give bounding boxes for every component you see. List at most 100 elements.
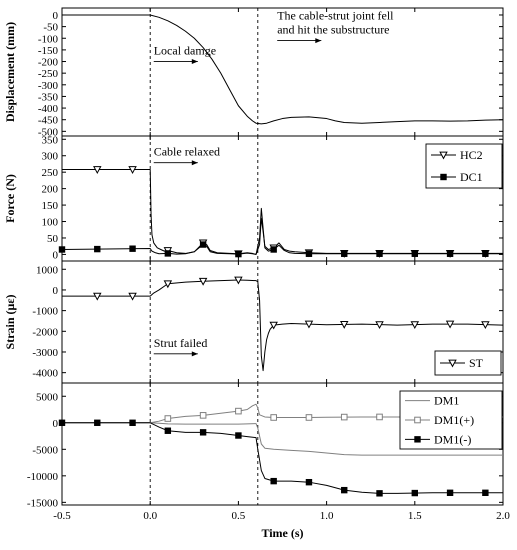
- y-tick-label: -15000: [27, 497, 59, 509]
- data-point: [163, 280, 173, 289]
- annotation: Local damge: [154, 44, 216, 58]
- series-line: [62, 422, 503, 456]
- data-point: [164, 250, 172, 257]
- data-point: [164, 415, 172, 422]
- y-tick-label: -150: [38, 45, 59, 57]
- data-point: [341, 486, 348, 494]
- y-axis-label: Force (N): [3, 174, 17, 223]
- x-tick-label: -0.5: [53, 510, 71, 522]
- data-point: [376, 490, 383, 497]
- data-point: [375, 321, 384, 330]
- data-point: [446, 250, 454, 257]
- data-point: [376, 250, 383, 257]
- data-point: [198, 277, 208, 286]
- legend-label: DM1: [434, 394, 459, 408]
- panel-strain_st: 1000 0 -1000 -2000 -3000 -4000 Strain (με) Stru…: [3, 260, 504, 384]
- x-tick-label: 2.0: [496, 510, 510, 522]
- data-point: [305, 478, 313, 486]
- y-tick-label: 1000: [36, 264, 59, 276]
- data-point: [235, 432, 242, 439]
- y-tick-label: -100: [38, 33, 59, 45]
- data-point: [482, 489, 489, 496]
- legend-marker: [439, 151, 448, 160]
- data-point: [482, 250, 489, 257]
- y-tick-label: -1000: [32, 306, 58, 318]
- legend-label: DM1(+): [434, 413, 474, 427]
- y-tick-label: -300: [38, 80, 59, 92]
- legend-marker: [414, 436, 421, 443]
- y-axis-label: Displacement (mm): [3, 22, 17, 122]
- data-point: [164, 427, 172, 434]
- data-point: [269, 321, 278, 330]
- y-tick-label: 0: [53, 285, 59, 297]
- y-tick-label: -3000: [32, 347, 58, 359]
- legend-label: ST: [469, 356, 484, 370]
- legend-box: [425, 143, 503, 189]
- data-point: [199, 429, 207, 436]
- y-tick-label: 200: [42, 184, 59, 196]
- legend-label: DC1: [460, 170, 483, 184]
- series-line: [62, 279, 504, 372]
- data-point: [270, 246, 277, 253]
- y-tick-label: 300: [42, 151, 59, 163]
- x-tick-label: 0.0: [143, 510, 157, 522]
- x-tick-label: 0.5: [232, 510, 246, 522]
- data-point: [340, 320, 349, 329]
- series-ST: [62, 276, 504, 372]
- data-point: [410, 321, 420, 330]
- data-point: [411, 250, 418, 257]
- y-tick-label: 250: [42, 167, 59, 179]
- y-axis-label: Strain (με): [3, 295, 17, 350]
- data-point: [199, 241, 207, 248]
- y-tick-label: 5000: [36, 391, 59, 403]
- data-point: [93, 166, 102, 175]
- legend-label: HC2: [460, 148, 483, 162]
- y-tick-label: 350: [42, 134, 59, 146]
- data-point: [445, 320, 455, 329]
- data-point: [128, 166, 137, 175]
- data-point: [128, 292, 137, 301]
- y-tick-label: -50: [43, 22, 58, 34]
- data-point: [305, 250, 313, 257]
- data-point: [305, 414, 313, 421]
- series-DM1(-): [58, 419, 503, 497]
- data-point: [234, 276, 243, 285]
- y-tick-label: 0: [53, 418, 59, 430]
- data-point: [58, 246, 66, 253]
- panel-frame: [61, 382, 504, 506]
- series-line: [61, 207, 503, 255]
- data-point: [446, 489, 454, 496]
- data-point: [376, 413, 383, 421]
- y-tick-label: 50: [47, 233, 59, 245]
- data-point: [235, 407, 242, 415]
- series-DC1: [58, 207, 503, 258]
- y-tick-label: 100: [42, 217, 59, 229]
- data-point: [341, 250, 348, 257]
- data-point: [129, 419, 136, 426]
- series-line: [62, 403, 503, 424]
- y-tick-label: 150: [42, 200, 59, 212]
- legend-marker: [440, 173, 447, 181]
- y-tick-label: -350: [38, 91, 59, 103]
- panel-displacement: 0-50-100-150-200-250-300-350-400-450-500…: [3, 7, 504, 138]
- data-point: [58, 419, 66, 426]
- y-tick-label: 0: [53, 249, 59, 261]
- data-point: [94, 419, 101, 426]
- panel-strain_dm: 5000 0 -5000 -10000 -15000 DM1 DM1(+) DM1(-): [27, 382, 504, 509]
- y-tick-label: 0: [53, 10, 59, 22]
- data-point: [304, 320, 314, 329]
- legend-label: DM1(-): [434, 432, 471, 446]
- legend: ST: [434, 350, 502, 376]
- y-tick-label: -200: [38, 57, 59, 69]
- data-point: [340, 413, 348, 421]
- arrow-head: [191, 160, 198, 166]
- y-tick-label: -2000: [32, 326, 58, 338]
- panel-force: 0 50 100 150 200 250 300 350 Force (N) Cable rela…: [3, 134, 504, 262]
- y-tick-label: -500: [38, 126, 59, 138]
- data-point: [199, 412, 207, 419]
- data-point: [94, 245, 101, 253]
- legend-marker: [448, 359, 457, 368]
- data-point: [481, 321, 490, 330]
- y-tick-label: -400: [38, 103, 59, 115]
- y-tick-label: -5000: [32, 444, 58, 456]
